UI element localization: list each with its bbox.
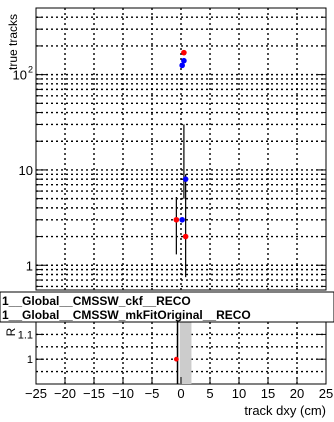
top-data-point [179,216,185,223]
top-y-tick-exponent: 2 [28,65,33,75]
top-gridlines [36,8,326,290]
ratio-x-tick-label: 20 [290,386,304,401]
ratio-x-tick-label: 25 [319,386,333,401]
ratio-x-tick-label: 0 [177,386,184,401]
ratio-x-tick-label: −10 [112,386,134,401]
top-error-bars [175,124,187,278]
top-data-point [182,176,189,182]
ratio-y-title: R [4,327,18,336]
ratio-data-point [173,356,179,362]
top-data-point [181,57,187,64]
ratio-y-tick-label: 1.1 [18,329,33,341]
legend-box [0,291,334,323]
ratio-panel: −25 −20 −15 −10 −5 0 5 10 15 20 25 1 1.1 R track dxy… [4,321,334,418]
ratio-uncertainty-band [179,322,192,384]
ratio-x-tick-label: 5 [206,386,213,401]
ratio-data-points [173,356,179,362]
legend: 1__Global__CMSSW_ckf__RECO 1__Global__CM… [0,291,334,323]
x-axis-title: track dxy (cm) [244,403,326,418]
top-data-points [173,49,189,240]
top-data-point [173,216,180,223]
top-data-point [179,62,185,69]
ratio-x-tick-label: −15 [83,386,105,401]
ratio-x-tick-label: 10 [232,386,246,401]
top-data-point [181,49,187,56]
top-y-tick-label: 10 [13,68,27,83]
top-y-tick-label: 1 [26,258,33,273]
ratio-x-tick-label: −20 [54,386,76,401]
legend-entry-ckf: 1__Global__CMSSW_ckf__RECO [2,294,191,308]
ratio-axis-ticks: −25 −20 −15 −10 −5 0 5 10 15 20 25 1 1.1 [18,329,334,401]
ratio-x-tick-label: −25 [25,386,47,401]
y-axis-title: true tracks [6,14,20,70]
ratio-x-tick-label: −5 [145,386,160,401]
top-data-point [182,233,189,240]
legend-entry-mkfit: 1__Global__CMSSW_mkFitOriginal__RECO [2,308,251,322]
ratio-x-tick-label: 15 [261,386,275,401]
top-y-tick-label: 10 [19,163,33,178]
ratio-y-tick-label: 1 [27,354,33,366]
